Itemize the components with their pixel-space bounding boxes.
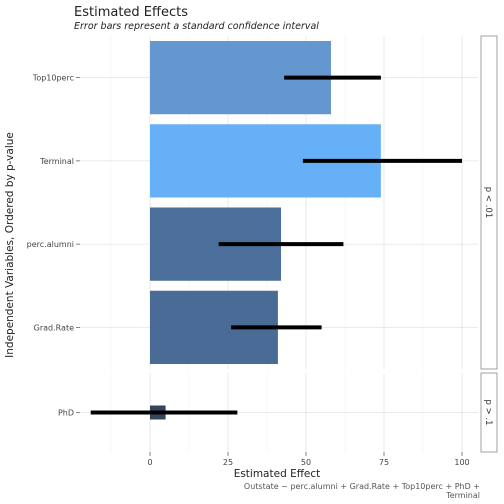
chart-title: Estimated Effects [74,5,188,20]
y-tick-label: Terminal [39,157,74,166]
x-axis-ticks: 0 25 50 75 100 [147,452,470,467]
panel-2: PhD p > .1 [58,372,498,453]
strip-box [480,35,498,370]
y-tick-label: Top10perc [32,74,74,83]
y-tick-label: PhD [58,409,74,418]
y-tick-label: Grad.Rate [34,323,74,332]
y-tick-label: perc.alumni [27,240,74,249]
strip-label: p < .01 [483,187,493,218]
y-axis-title: Independent Variables, Ordered by p-valu… [4,132,16,358]
x-tick-label: 0 [147,458,152,467]
x-tick-label: 25 [223,458,233,467]
strip-box [480,372,498,453]
caption-line-2: Terminal [445,491,480,500]
panel-1: Top10perc Terminal perc.alumni Grad.Rate p <… [27,35,498,370]
panels: Top10perc Terminal perc.alumni Grad.Rate p <… [27,35,498,453]
caption-line-1: Outstate ~ perc.alumni + Grad.Rate + Top… [244,482,480,491]
x-tick-label: 50 [301,458,311,467]
strip-label: p > .1 [483,399,493,425]
x-axis-title: Estimated Effect [234,468,321,480]
x-tick-label: 75 [379,458,389,467]
chart-subtitle: Error bars represent a standard confiden… [74,21,319,32]
x-tick-label: 100 [454,458,469,467]
